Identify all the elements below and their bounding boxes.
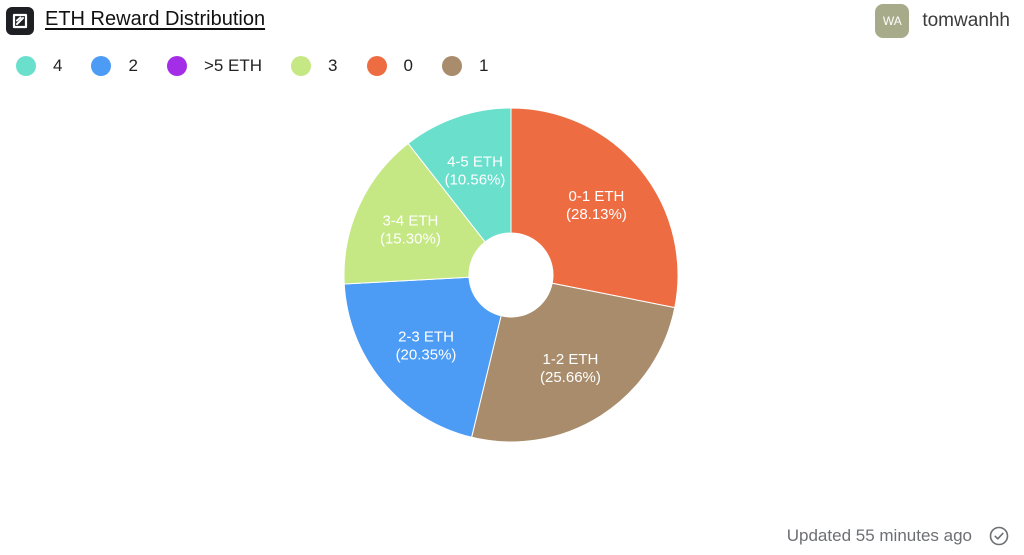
- legend-label: >5 ETH: [203, 56, 263, 75]
- app-logo-icon[interactable]: [6, 7, 34, 35]
- legend-label: 3: [328, 56, 338, 75]
- legend-swatch: [16, 56, 36, 76]
- pie-slice[interactable]: [343, 142, 486, 285]
- slice-percent-label: (10.56%): [445, 172, 506, 189]
- donut-chart: 0-1 ETH(28.13%) 1-2 ETH(25.66%) 2-3 ETH(20…: [343, 107, 679, 443]
- header: ETH Reward Distribution WA tomwanhh: [0, 0, 1024, 46]
- legend-swatch: [366, 56, 387, 76]
- slice-percent-label: (15.30%): [380, 230, 441, 247]
- slice-label: 2-3 ETH: [398, 329, 454, 346]
- page-title[interactable]: ETH Reward Distribution: [45, 8, 266, 30]
- legend-item[interactable]: 0: [366, 56, 413, 76]
- legend-label: 4: [53, 56, 63, 75]
- legend-label: 0: [403, 56, 413, 75]
- slice-percent-label: (25.66%): [540, 369, 601, 386]
- user-menu[interactable]: WA tomwanhh: [875, 3, 1010, 39]
- username[interactable]: tomwanhh: [922, 10, 1010, 31]
- slice-label: 0-1 ETH: [568, 188, 624, 205]
- slice-percent-label: (20.35%): [396, 347, 457, 364]
- legend-item[interactable]: 3: [291, 56, 338, 76]
- legend-swatch: [91, 56, 112, 76]
- legend-label: 2: [128, 56, 138, 75]
- legend-item[interactable]: 4: [16, 56, 62, 76]
- legend-swatch: [291, 56, 312, 76]
- slice-label: 3-4 ETH: [382, 212, 438, 229]
- avatar[interactable]: WA: [875, 4, 910, 38]
- pie-slice[interactable]: [407, 107, 512, 243]
- footer: Updated 55 minutes ago: [787, 524, 1009, 548]
- pie-slice[interactable]: [343, 276, 502, 438]
- legend-item[interactable]: 2: [91, 56, 138, 76]
- check-circle-icon[interactable]: [989, 526, 1009, 546]
- legend-label: 1: [478, 56, 489, 75]
- updated-status: Updated 55 minutes ago: [786, 526, 972, 545]
- pie-slice[interactable]: [471, 282, 676, 443]
- legend-swatch: [441, 56, 462, 76]
- legend: 4 2 >5 ETH 3 0 1: [16, 54, 517, 78]
- legend-item[interactable]: >5 ETH: [166, 56, 263, 76]
- legend-swatch: [166, 56, 187, 76]
- slice-label: 4-5 ETH: [447, 154, 503, 171]
- legend-item[interactable]: 1: [441, 56, 489, 76]
- pie-slice[interactable]: [510, 107, 679, 309]
- slice-percent-label: (28.13%): [566, 206, 627, 223]
- app-logo-glyph: [12, 13, 28, 29]
- slice-label: 1-2 ETH: [543, 351, 599, 368]
